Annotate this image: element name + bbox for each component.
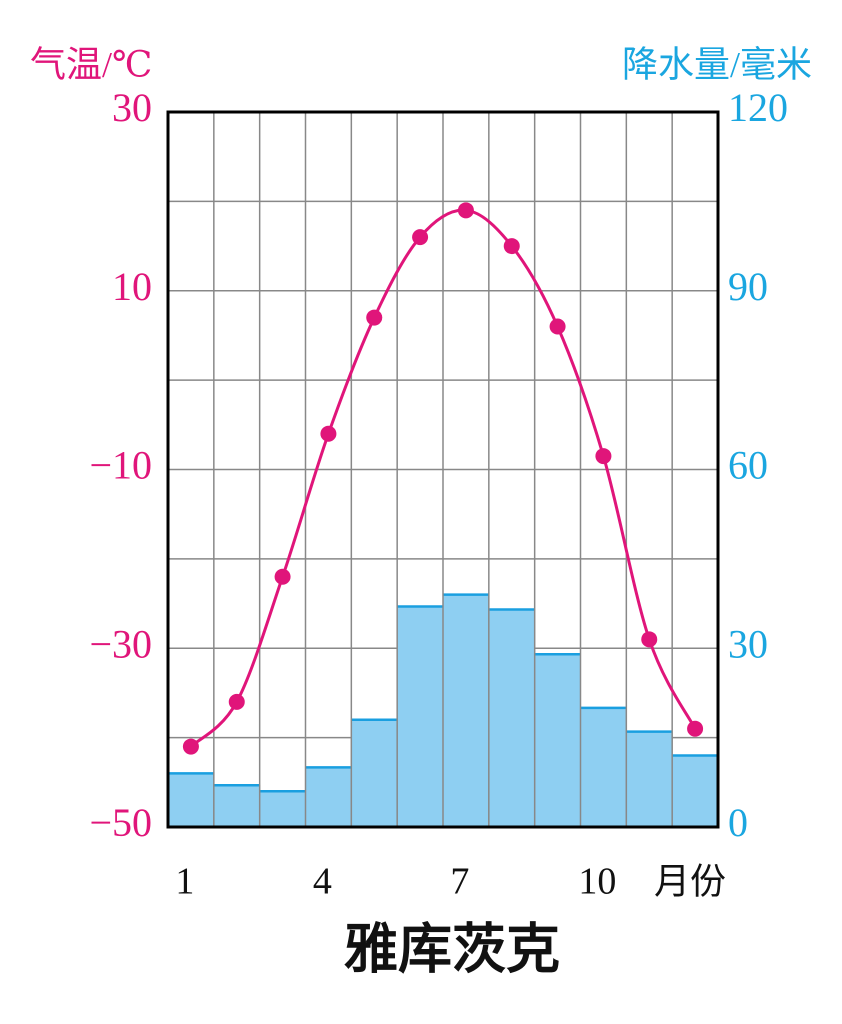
y-tick-label: 30 [112, 85, 152, 130]
temperature-point [320, 425, 337, 442]
x-tick-label: 4 [313, 861, 332, 903]
y2-axis-label: 降水量/毫米 [622, 44, 812, 84]
y-tick-label: 10 [112, 264, 152, 309]
temperature-point [457, 202, 474, 219]
lines [182, 202, 704, 755]
y2-tick-label: 60 [728, 443, 768, 488]
bar [167, 772, 215, 828]
bar [305, 766, 352, 828]
bar [625, 731, 673, 828]
temperature-point [503, 238, 520, 255]
y-axis-label: 气温/℃ [30, 44, 152, 84]
bar [213, 784, 261, 828]
bar [671, 755, 719, 828]
temperature-point [366, 309, 383, 326]
y2-tick-label: 0 [728, 800, 748, 845]
temperature-point [228, 693, 245, 710]
temperature-point [412, 229, 429, 246]
x-tick-label: 7 [450, 861, 469, 903]
labels: −50 −30 −10 10 30 0 30 60 90 120 1 4 7 10 [89, 85, 788, 903]
bar [259, 790, 306, 828]
bar [580, 707, 627, 828]
temperature-point [274, 568, 291, 585]
y2-tick-label: 30 [728, 621, 768, 666]
temperature-point [641, 631, 658, 648]
bar [442, 594, 490, 828]
temperature-point [549, 318, 566, 335]
y-tick-label: −30 [89, 621, 152, 666]
bar [350, 719, 398, 828]
temperature-point [595, 448, 612, 465]
temperature-point [182, 738, 199, 755]
y2-tick-label: 120 [728, 85, 788, 130]
y2-tick-label: 90 [728, 264, 768, 309]
x-axis-label: 月份 [654, 861, 726, 901]
y-tick-label: −50 [89, 800, 152, 845]
plot-frame [166, 110, 720, 829]
bar [534, 653, 582, 828]
bar [488, 609, 536, 828]
x-tick-label: 1 [175, 861, 194, 903]
temperature-point [687, 720, 704, 737]
bar [396, 606, 444, 828]
chart-title: 雅库茨克 [344, 919, 560, 979]
x-tick-label: 10 [578, 861, 616, 903]
vertical-grid [213, 112, 673, 827]
y-tick-label: −10 [89, 443, 152, 488]
